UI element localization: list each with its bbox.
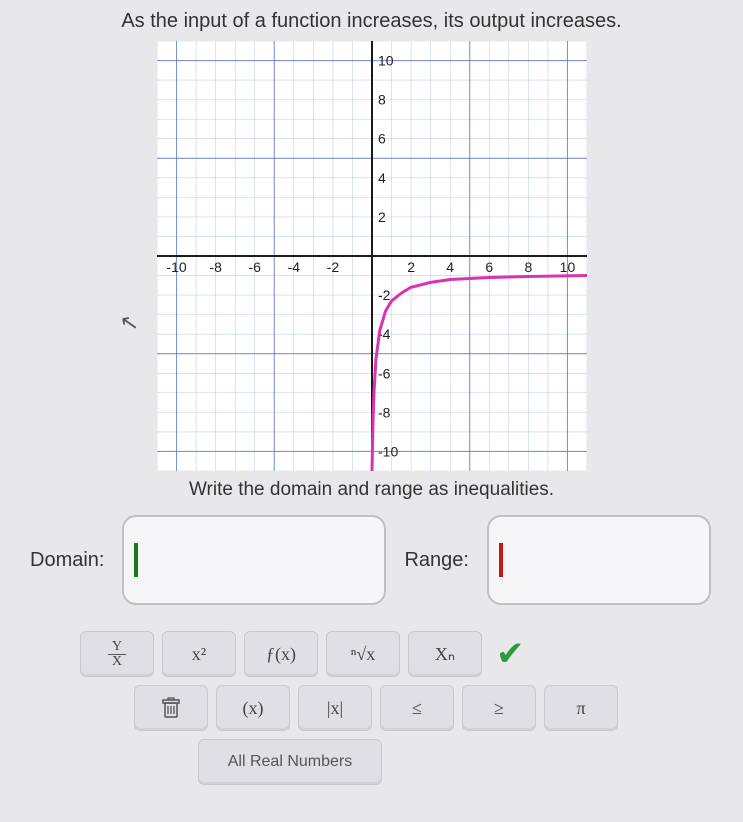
svg-text:-10: -10 bbox=[378, 443, 398, 459]
svg-text:-6: -6 bbox=[248, 259, 261, 275]
le-button[interactable]: ≤ bbox=[380, 685, 454, 731]
domain-label: Domain: bbox=[30, 549, 104, 572]
svg-text:6: 6 bbox=[485, 259, 493, 275]
range-label: Range: bbox=[404, 549, 469, 572]
caret-icon bbox=[134, 543, 138, 577]
power-button[interactable]: x² bbox=[162, 631, 236, 677]
math-toolbar: Y X x² ƒ(x) ⁿ√x Xₙ ✔ (x) bbox=[20, 631, 723, 785]
svg-text:6: 6 bbox=[378, 131, 386, 147]
coordinate-graph: -10-8-6-4-2246810-10-8-6-4-2246810 bbox=[157, 41, 587, 471]
domain-input[interactable] bbox=[122, 515, 386, 605]
answer-row: Domain: Range: bbox=[20, 515, 723, 605]
fraction-bot: X bbox=[108, 655, 126, 669]
svg-text:10: 10 bbox=[559, 259, 575, 275]
ge-button[interactable]: ≥ bbox=[462, 685, 536, 731]
svg-text:-8: -8 bbox=[209, 259, 222, 275]
pi-button[interactable]: π bbox=[544, 685, 618, 731]
trash-icon bbox=[161, 697, 181, 719]
fraction-button[interactable]: Y X bbox=[80, 631, 154, 677]
trash-button[interactable] bbox=[134, 685, 208, 731]
svg-text:2: 2 bbox=[378, 209, 386, 225]
svg-text:4: 4 bbox=[378, 170, 386, 186]
svg-text:2: 2 bbox=[407, 259, 415, 275]
paren-button[interactable]: (x) bbox=[216, 685, 290, 731]
all-real-button[interactable]: All Real Numbers bbox=[198, 739, 382, 785]
svg-text:8: 8 bbox=[524, 259, 532, 275]
svg-text:-4: -4 bbox=[287, 259, 300, 275]
svg-text:4: 4 bbox=[446, 259, 454, 275]
root-button[interactable]: ⁿ√x bbox=[326, 631, 400, 677]
sub-prompt: Write the domain and range as inequaliti… bbox=[20, 479, 723, 501]
fraction-top: Y bbox=[108, 640, 126, 655]
subscript-button[interactable]: Xₙ bbox=[408, 631, 482, 677]
svg-text:-10: -10 bbox=[166, 259, 186, 275]
abs-button[interactable]: |x| bbox=[298, 685, 372, 731]
svg-text:-8: -8 bbox=[378, 404, 391, 420]
question-prompt: As the input of a function increases, it… bbox=[20, 10, 723, 33]
check-icon: ✔ bbox=[496, 634, 525, 674]
graph-container: -10-8-6-4-2246810-10-8-6-4-2246810 bbox=[20, 41, 723, 471]
svg-text:8: 8 bbox=[378, 92, 386, 108]
svg-text:-2: -2 bbox=[326, 259, 339, 275]
svg-text:-6: -6 bbox=[378, 365, 391, 381]
svg-text:-2: -2 bbox=[378, 287, 391, 303]
svg-text:10: 10 bbox=[378, 53, 394, 69]
range-input[interactable] bbox=[487, 515, 711, 605]
caret-icon bbox=[499, 543, 503, 577]
function-button[interactable]: ƒ(x) bbox=[244, 631, 318, 677]
